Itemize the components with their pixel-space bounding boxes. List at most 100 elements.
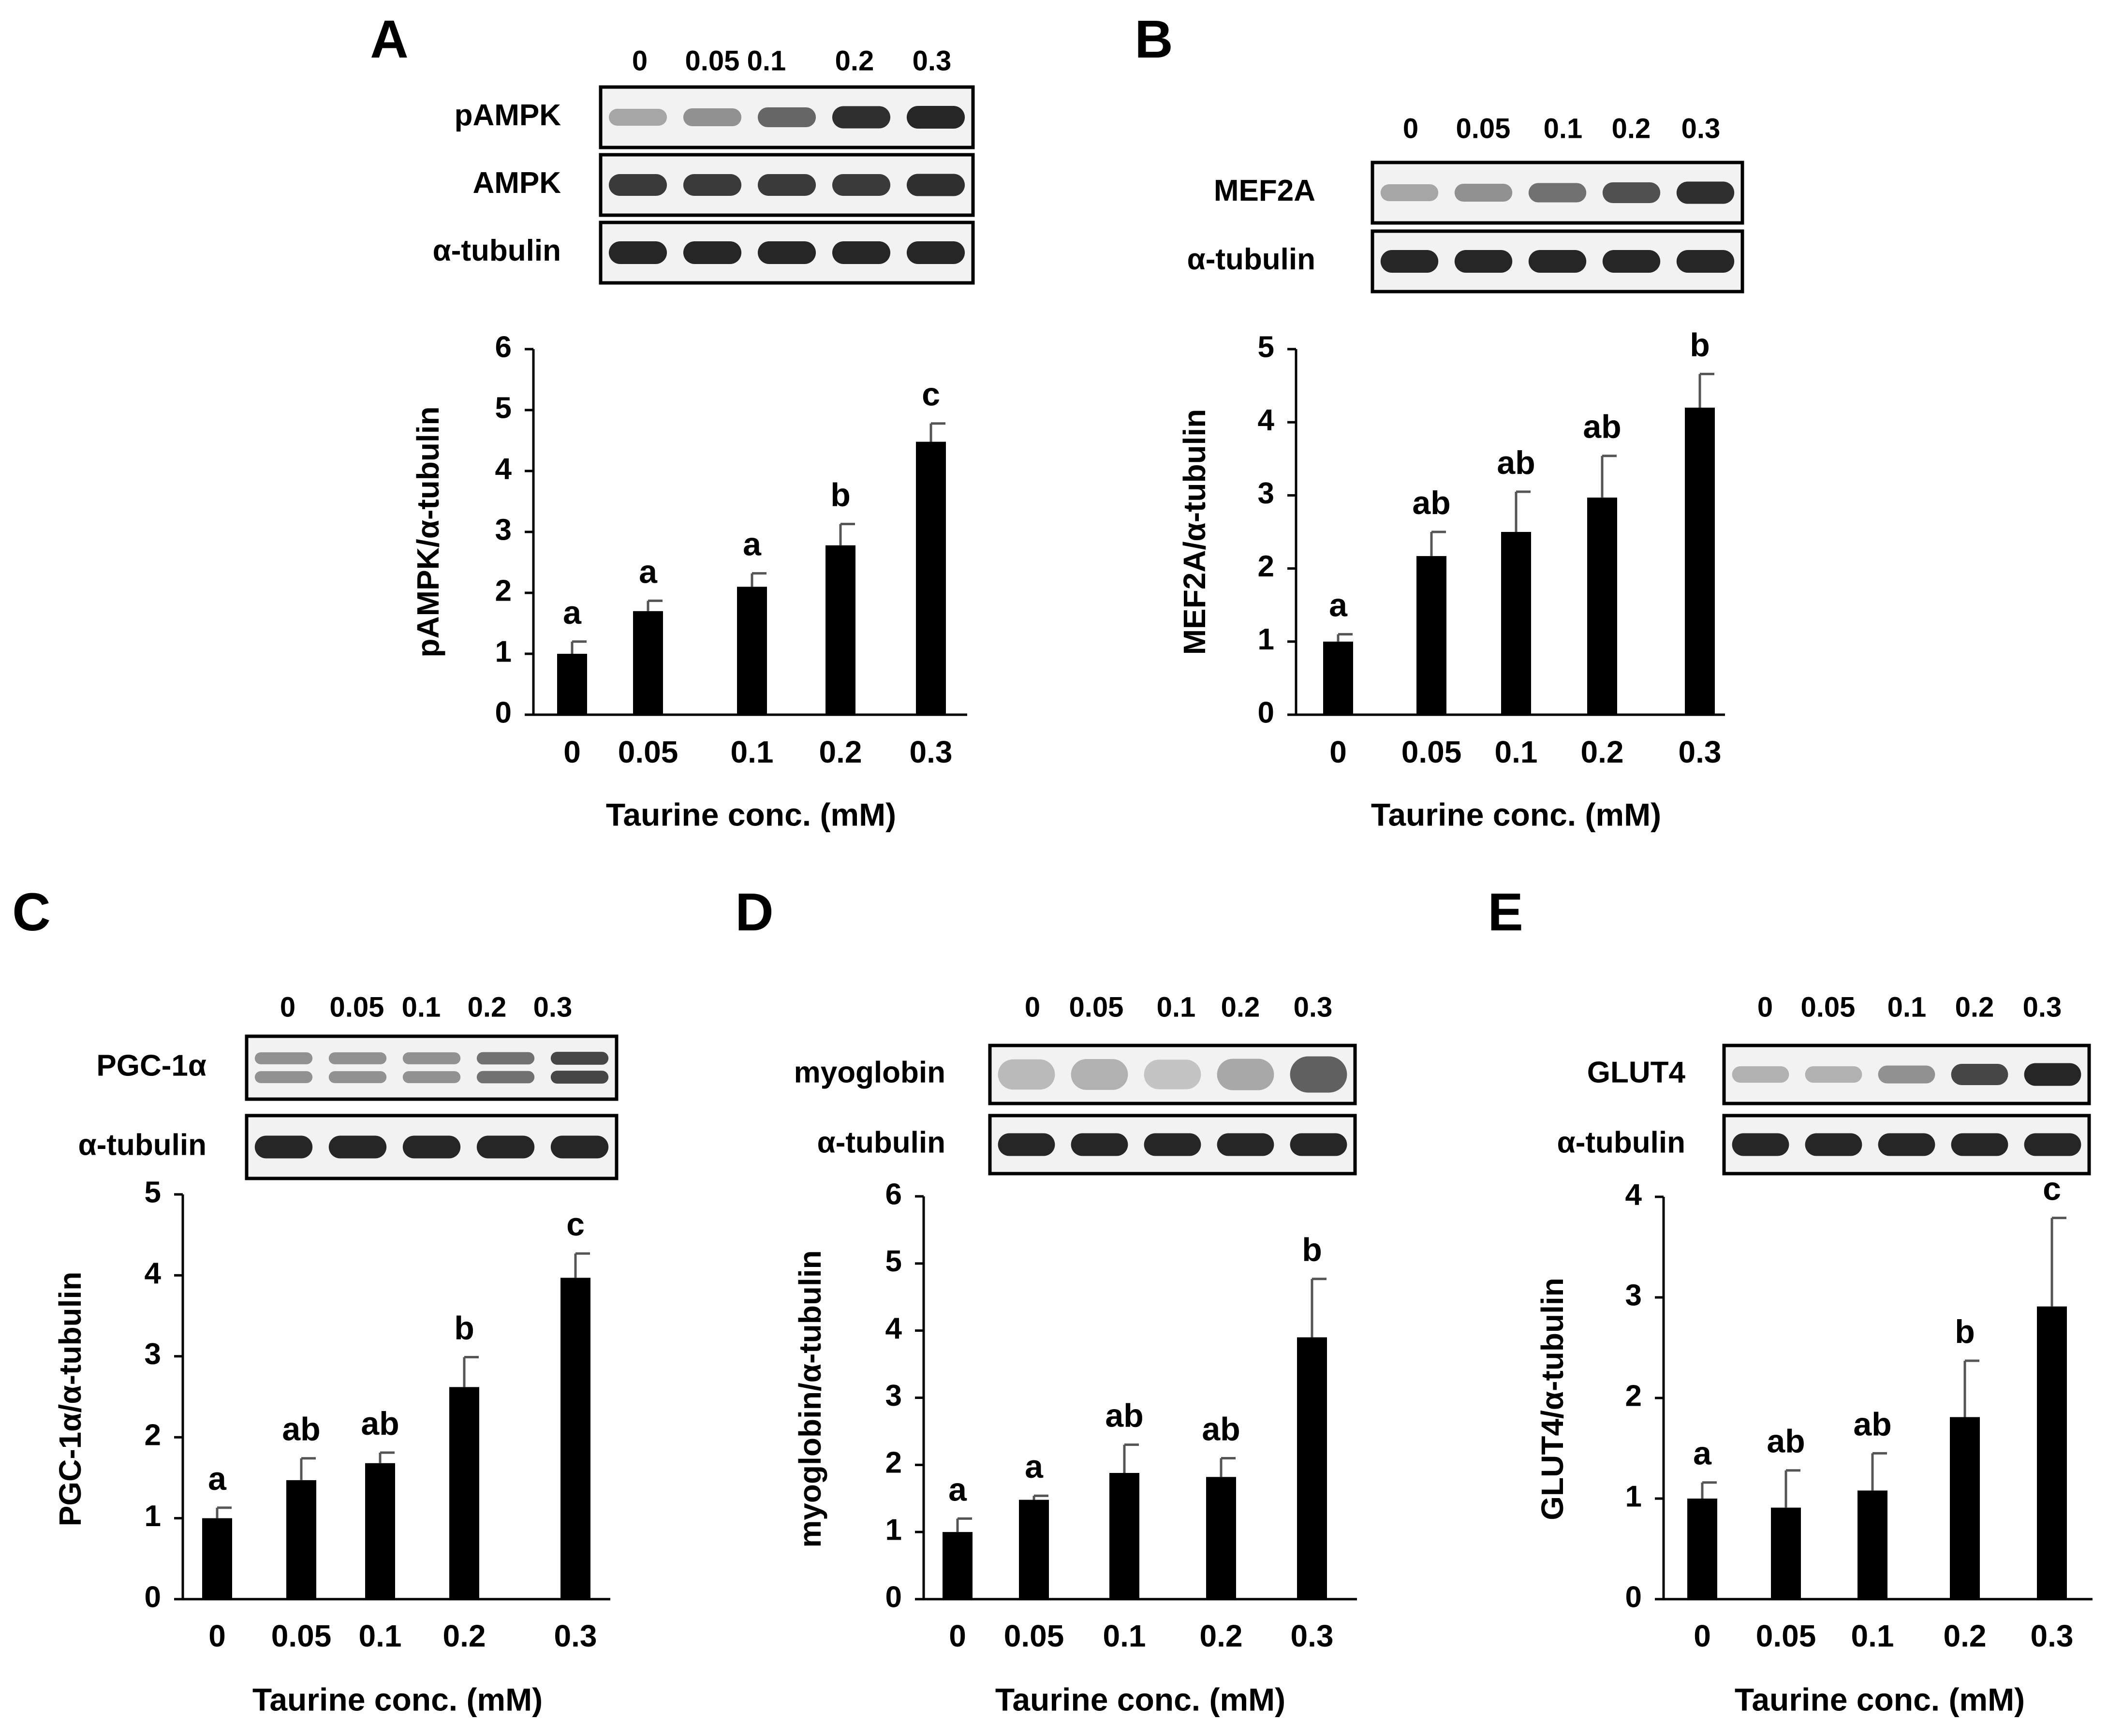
y-axis-title: PGC-1α/α-tubulin [53,1272,88,1527]
y-tick-label: 5 [885,1245,902,1278]
significance-label: b [1955,1313,1975,1350]
x-tick-label: 0.05 [618,735,678,769]
y-tick-label: 5 [145,1176,161,1209]
significance-label: a [743,526,762,563]
bar [2037,1306,2067,1599]
blot-band [906,241,965,264]
x-tick-label: 0.1 [359,1618,402,1653]
x-tick-label: 0.05 [271,1618,332,1653]
blot-band [906,174,965,196]
blot-band [1528,183,1587,203]
lane-label: 0.2 [835,45,874,76]
significance-label: b [454,1309,474,1346]
blot-frame [245,1034,619,1101]
lane-label: 0.05 [1069,991,1124,1023]
blot-band [608,174,667,196]
bar [943,1532,973,1599]
bar [1685,407,1715,715]
blot-band [1454,184,1513,202]
blot-band [402,1135,461,1159]
blot-row: GLUT4 [1587,1044,2091,1105]
y-tick-label: 2 [145,1419,161,1452]
blot-band [1805,1133,1862,1156]
x-tick-label: 0.2 [1581,735,1624,769]
x-tick-label: 0.05 [1401,735,1462,769]
panel-b: B 0 0.05 0.1 0.2 0.3 MEF2A α-tubulin 0 1 2 3 4 5 MEF2A… [1135,10,1744,832]
x-axis-title: Taurine conc. (mM) [252,1681,543,1717]
y-tick-label: 0 [145,1580,161,1614]
blot-row: PGC-1α [96,1034,619,1101]
panel-letter: D [735,883,773,942]
blot-band [1144,1133,1201,1156]
blot-band [1951,1133,2008,1156]
lane-label: 0.3 [1681,113,1721,144]
x-tick-label: 0.3 [554,1618,597,1653]
y-axis-title: MEF2A/α-tubulin [1177,409,1212,655]
western-blot: 0 0.05 0.1 0.2 0.3 GLUT4 α-tubulin [1557,991,2091,1176]
y-tick-label: 1 [145,1500,161,1533]
y-tick-label: 0 [885,1580,902,1614]
bar [449,1387,479,1599]
y-tick-label: 5 [495,391,512,425]
lane-label: 0.05 [330,991,384,1023]
x-tick-label: 0.3 [1679,735,1722,769]
panel-d: D 0 0.05 0.1 0.2 0.3 myoglobin α-tubulin 0 1 2 3 4 5 6… [735,883,1357,1717]
y-tick-label: 0 [495,696,512,729]
blot-band [1454,250,1513,273]
lane-label: 0.3 [533,991,573,1023]
bar [1297,1337,1327,1599]
blot-band [906,106,965,129]
significance-label: c [566,1206,585,1243]
blot-band [328,1052,387,1064]
x-tick-label: 0 [563,735,581,769]
x-tick-label: 0.1 [1103,1618,1146,1653]
x-tick-label: 0.3 [1291,1618,1334,1653]
blot-row-label: α-tubulin [1187,243,1315,276]
panel-letter: E [1488,883,1523,942]
blot-band [757,174,816,196]
blot-band [402,1071,461,1083]
bar [737,587,767,715]
blot-band [608,109,667,126]
blot-band [2024,1063,2081,1086]
y-tick-label: 2 [495,574,512,607]
bar-chart: 0 1 2 3 4 GLUT4/α-tubulin a 0 ab 0.05 ab 0.1 b 0.2 c 0.… [1535,1171,2093,1717]
blot-frame [1722,1044,2091,1105]
blot-band [683,174,742,196]
lane-label: 0.3 [1294,991,1333,1023]
bar [1501,532,1531,715]
blot-band [476,1052,535,1065]
blot-row-label: pAMPK [455,99,561,132]
blot-row: α-tubulin [1187,229,1744,294]
blot-row: AMPK [472,153,975,217]
significance-label: ab [1583,409,1621,445]
y-axis-title: myoglobin/α-tubulin [793,1250,827,1547]
blot-row-label: AMPK [472,166,561,200]
blot-band [550,1052,609,1065]
blot-band [683,108,742,126]
bar [1323,641,1353,715]
blot-row: α-tubulin [817,1114,1357,1176]
bar [1019,1500,1049,1599]
blot-band [757,241,816,264]
y-tick-label: 6 [885,1177,902,1211]
blot-band [1878,1133,1935,1156]
significance-label: a [1025,1448,1044,1485]
blot-band [1676,250,1735,273]
blot-row-label: MEF2A [1214,174,1315,207]
blot-band [1071,1133,1128,1156]
x-tick-label: 0.3 [910,735,953,769]
significance-label: ab [1202,1411,1240,1447]
y-tick-label: 5 [1258,330,1274,364]
significance-label: c [922,376,940,413]
western-blot: 0 0.05 0.1 0.2 0.3 PGC-1α α-tubulin [78,991,619,1180]
blot-band [1071,1059,1128,1090]
y-tick-label: 6 [495,330,512,364]
significance-label: c [2043,1171,2061,1207]
blot-band [1951,1064,2008,1085]
y-tick-label: 3 [885,1379,902,1412]
x-tick-label: 0.3 [2031,1618,2074,1653]
x-tick-label: 0.2 [1944,1618,1987,1653]
blot-band [832,241,891,264]
y-tick-label: 1 [885,1514,902,1547]
